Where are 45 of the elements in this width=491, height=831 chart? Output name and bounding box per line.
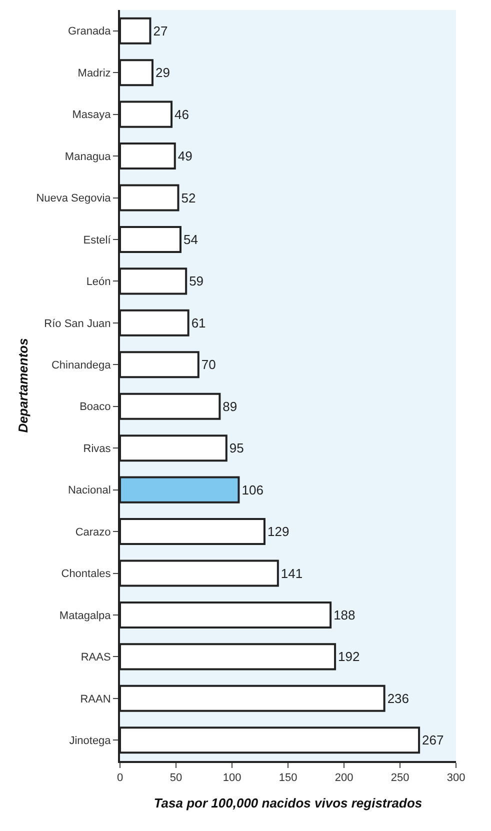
y-tick-label: Jinotega: [69, 734, 112, 747]
y-tick-label: Managua: [64, 150, 112, 163]
y-tick-label: León: [86, 276, 111, 288]
data-label: 106: [242, 482, 264, 498]
x-tick-label: 50: [170, 772, 182, 784]
x-tick-label: 250: [390, 772, 410, 784]
y-axis-title: Departamentos: [16, 338, 31, 433]
data-label: 46: [174, 106, 189, 122]
data-label: 29: [155, 65, 170, 80]
data-label: 267: [422, 732, 444, 748]
y-tick-label: Matagalpa: [59, 610, 112, 622]
x-tick-label: 300: [446, 772, 466, 784]
y-tick-label: Madriz: [78, 67, 111, 80]
data-label: 70: [201, 357, 216, 372]
data-label: 54: [183, 232, 198, 247]
data-label: 59: [189, 274, 204, 289]
x-tick-label: 0: [116, 772, 124, 784]
data-label: 192: [338, 649, 360, 664]
y-tick-label: Chinandega: [51, 359, 112, 372]
data-label: 27: [153, 23, 168, 38]
y-tick-label: RAAS: [80, 652, 111, 664]
data-label: 95: [229, 440, 244, 456]
y-tick-label: Masaya: [72, 109, 112, 122]
data-label: 49: [178, 148, 192, 164]
x-tick-label: 100: [222, 772, 242, 784]
x-tick-label: 200: [334, 772, 354, 784]
y-tick-label: Granada: [68, 26, 112, 38]
y-tick-label: Nueva Segovia: [36, 192, 112, 205]
y-tick-label: Rivas: [83, 442, 112, 455]
data-label: 89: [222, 398, 238, 414]
y-tick-label: Nacional: [68, 484, 111, 497]
y-tick-label: Carazo: [75, 526, 111, 538]
x-tick-label: 150: [278, 772, 298, 784]
x-axis-title: Tasa por 100,000 nacidos vivos registrados: [154, 795, 422, 810]
data-label: 129: [267, 524, 290, 540]
y-tick-label: Río San Juan: [44, 318, 111, 330]
data-label: 236: [387, 690, 410, 706]
y-tick-label: Boaco: [80, 401, 111, 414]
y-tick-label: Chontales: [61, 568, 112, 580]
data-label: 52: [181, 190, 196, 206]
data-label: 61: [191, 315, 206, 330]
data-label: 188: [334, 607, 356, 622]
y-tick-label: Estelí: [83, 234, 112, 246]
data-label: 141: [280, 566, 303, 581]
y-tick-label: RAAN: [80, 693, 111, 706]
